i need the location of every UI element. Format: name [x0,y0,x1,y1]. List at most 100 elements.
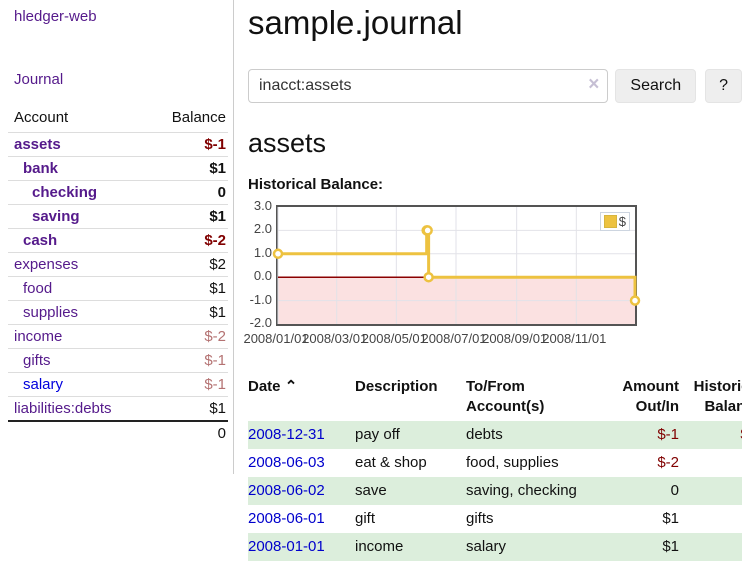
chart-plot-area: $ [272,205,641,326]
account-link-checking[interactable]: checking [32,184,98,201]
clear-search-icon[interactable]: × [588,74,600,95]
accounts-header-balance: Balance [171,109,226,126]
app-title-link[interactable]: hledger-web [14,8,97,25]
account-link-food[interactable]: food [23,280,53,297]
accounts-header-account: Account [14,109,69,126]
accounts-total-balance: 0 [150,420,228,445]
main-content: sample.journal × Search ? assets Histori… [234,0,742,561]
account-link-cash[interactable]: cash [23,232,58,249]
transaction-row: 2008-12-31 pay off debts $-1$-1 [248,421,742,449]
account-balance: $-2 [204,328,226,345]
page-title: sample.journal [248,4,463,41]
transaction-description: gift [355,510,376,527]
transaction-balance: $-1 [679,421,742,449]
account-balance: 0 [217,184,226,201]
account-row: gifts $-1 [8,348,228,373]
transaction-date-link[interactable]: 2008-06-01 [248,510,325,527]
search-button[interactable]: Search [615,69,697,103]
transaction-description: pay off [355,426,400,443]
account-link-income[interactable]: income [14,328,63,345]
y-axis-tick: 0.0 [253,268,272,284]
legend-swatch-icon [603,215,617,228]
account-balance: $2 [209,256,226,273]
transaction-accounts: salary [466,538,507,555]
help-button[interactable]: ? [705,69,742,103]
register-header-row: Date ⌃ Description To/From Account(s) Am… [248,373,742,421]
transaction-amount: 0 [670,482,679,499]
transaction-date-link[interactable]: 2008-12-31 [248,426,325,443]
account-balance: $-1 [204,352,226,369]
accounts-total-row: 0 [8,420,228,445]
accounts-table: Account Balance assets $-1 bank $1 checking 0… [8,106,228,445]
account-balance: $1 [209,160,226,177]
transaction-amount: $1 [662,510,679,527]
transaction-date-link[interactable]: 2008-06-03 [248,454,325,471]
account-row: food $1 [8,276,228,301]
search-input[interactable] [248,69,609,103]
account-row: expenses $2 [8,252,228,277]
register-table: Date ⌃ Description To/From Account(s) Am… [248,373,742,561]
account-link-salary[interactable]: salary [23,376,64,393]
nav-journal-link[interactable]: Journal [14,71,64,88]
account-row: assets $-1 [8,132,228,157]
account-link-saving[interactable]: saving [32,208,80,225]
y-axis-tick: 1.0 [253,244,272,260]
account-heading: assets [248,128,327,158]
x-axis-tick: 2008/07/01 [421,331,487,346]
x-axis-tick: 2008/11/01 [542,331,607,346]
account-link-supplies[interactable]: supplies [23,304,79,321]
search-form: × Search ? [248,69,742,103]
transaction-accounts: saving, checking [466,482,577,499]
transaction-row: 2008-06-02 save saving, checking 0$2 [248,477,742,505]
sidebar: hledger-web Journal Account Balance asse… [0,0,234,474]
x-axis-tick: 2008/05/01 [361,331,427,346]
transaction-amount: $-2 [657,454,679,471]
account-link-bank[interactable]: bank [23,160,59,177]
account-row: liabilities:debts $1 [8,396,228,422]
account-balance: $-1 [204,376,226,393]
chart-legend: $ [599,212,630,231]
chart-canvas [272,207,641,324]
transaction-accounts: debts [466,426,503,443]
x-axis-tick: 2008/09/01 [482,331,548,346]
account-row: supplies $1 [8,300,228,325]
accounts-header-row: Account Balance [8,106,228,133]
transaction-balance: $2 [679,477,742,505]
account-balance: $1 [209,400,226,417]
transaction-description: income [355,538,404,555]
transaction-balance: 0 [679,449,742,477]
account-balance: $1 [209,208,226,225]
chart-title: Historical Balance: [248,176,384,193]
transaction-date-link[interactable]: 2008-01-01 [248,538,325,555]
transaction-row: 2008-06-03 eat & shop food, supplies $-20 [248,449,742,477]
transaction-date-link[interactable]: 2008-06-02 [248,482,325,499]
x-axis-tick: 2008/03/01 [302,331,368,346]
x-axis-tick: 2008/01/01 [243,331,309,346]
transaction-accounts: food, supplies [466,454,559,471]
account-row: income $-2 [8,324,228,349]
account-link-gifts[interactable]: gifts [23,352,51,369]
account-balance: $-2 [204,232,226,249]
y-axis-tick: -1.0 [249,291,272,307]
sort-ascending-icon: ⌃ [284,378,298,395]
transaction-description: eat & shop [355,454,427,471]
transaction-accounts: gifts [466,510,494,527]
account-row: checking 0 [8,180,228,205]
account-balance: $1 [209,304,226,321]
account-link-assets[interactable]: assets [14,136,61,153]
transaction-amount: $1 [662,538,679,555]
account-row: cash $-2 [8,228,228,253]
account-link-expenses[interactable]: expenses [14,256,79,273]
transaction-description: save [355,482,387,499]
account-row: bank $1 [8,156,228,181]
register-header-date[interactable]: Date ⌃ [248,378,298,395]
register-rows: 2008-12-31 pay off debts $-1$-1 2008-06-03 ea… [248,421,742,561]
account-balance: $1 [209,280,226,297]
legend-label: $ [618,214,626,229]
account-link-liabilities:debts[interactable]: liabilities:debts [14,400,112,417]
historical-balance-chart: $ 3.0 2.0 1.0 0.0 -1.0 -2.0 2008/01/01 2008/03/… [243,198,718,357]
transaction-row: 2008-01-01 income salary $1$1 [248,533,742,561]
register-header-amount: Amount Out/In [622,378,679,415]
register-header-balance: Historical Balance [693,378,742,415]
accounts-rows: assets $-1 bank $1 checking 0 saving $1 cash $-2 e… [8,132,228,422]
